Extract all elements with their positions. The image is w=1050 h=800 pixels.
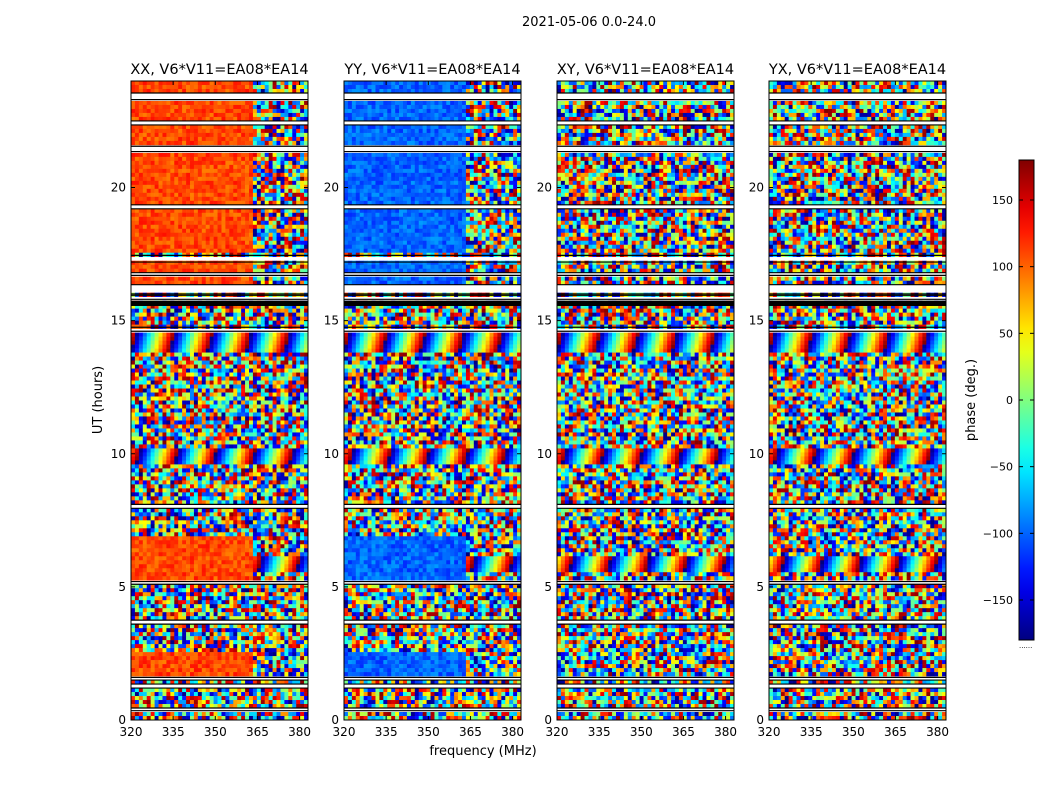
phase-heatmap xyxy=(131,81,308,720)
x-tick-label: 335 xyxy=(162,725,185,739)
panel-title: YX, V6*V11=EA08*EA14 xyxy=(768,62,946,78)
y-axis-label: UT (hours) xyxy=(91,366,106,434)
flagged-band xyxy=(344,300,521,306)
x-tick-label: 320 xyxy=(546,725,569,739)
colorbar-label: phase (deg.) xyxy=(964,359,979,441)
y-tick-label: 20 xyxy=(111,181,126,195)
y-tick-label: 15 xyxy=(537,314,552,328)
x-tick-label: 350 xyxy=(204,725,227,739)
x-tick-label: 365 xyxy=(459,725,482,739)
y-tick-label: 0 xyxy=(756,713,764,727)
x-tick-label: 380 xyxy=(714,725,737,739)
x-tick-label: 320 xyxy=(758,725,781,739)
panel-frame xyxy=(768,80,947,721)
x-tick-label: 365 xyxy=(672,725,695,739)
y-tick-label: 10 xyxy=(324,447,339,461)
panel-title: XY, V6*V11=EA08*EA14 xyxy=(557,62,734,78)
figure-suptitle: 2021-05-06 0.0-24.0 xyxy=(522,15,656,30)
panel-yx: YX, V6*V11=EA08*EA14 320 335 350 365 380 0 5 10 1… xyxy=(749,62,949,739)
panel-frame xyxy=(130,80,309,721)
y-tick-label: 20 xyxy=(324,181,339,195)
x-tick-label: 320 xyxy=(120,725,143,739)
x-tick-label: 350 xyxy=(417,725,440,739)
x-tick-label: 350 xyxy=(842,725,865,739)
y-tick-label: 5 xyxy=(544,580,552,594)
y-tick-label: 0 xyxy=(544,713,552,727)
x-tick-label: 365 xyxy=(884,725,907,739)
y-tick-label: 10 xyxy=(537,447,552,461)
colorbar-tick-label: −100 xyxy=(983,527,1013,540)
x-axis-label: frequency (MHz) xyxy=(429,744,536,759)
colorbar-tick-label: 50 xyxy=(999,327,1013,340)
panel-yy: YY, V6*V11=EA08*EA14 320 335 350 365 380 0 5 10 1… xyxy=(324,62,524,739)
panel-frame xyxy=(556,80,735,721)
phase-heatmap xyxy=(557,81,734,720)
flagged-band xyxy=(769,300,946,306)
colorbar-under-note: ...... xyxy=(1019,642,1032,650)
y-tick-label: 5 xyxy=(331,580,339,594)
y-tick-label: 5 xyxy=(756,580,764,594)
y-tick-label: 0 xyxy=(118,713,126,727)
x-tick-label: 335 xyxy=(800,725,823,739)
x-tick-label: 380 xyxy=(501,725,524,739)
y-tick-label: 0 xyxy=(331,713,339,727)
y-tick-label: 10 xyxy=(749,447,764,461)
x-tick-label: 365 xyxy=(246,725,269,739)
flagged-band xyxy=(557,300,734,306)
phase-heatmap xyxy=(344,81,521,720)
y-tick-label: 15 xyxy=(749,314,764,328)
x-tick-label: 380 xyxy=(288,725,311,739)
phase-heatmap xyxy=(769,81,946,720)
x-tick-label: 350 xyxy=(630,725,653,739)
panel-title: XX, V6*V11=EA08*EA14 xyxy=(130,62,308,78)
colorbar-tick-label: 150 xyxy=(992,194,1013,207)
y-tick-label: 5 xyxy=(118,580,126,594)
x-tick-label: 335 xyxy=(375,725,398,739)
panel-xy: XY, V6*V11=EA08*EA14 320 335 350 365 380 0 5 10 1… xyxy=(537,62,737,739)
colorbar-tick-label: −50 xyxy=(990,461,1013,474)
y-tick-label: 20 xyxy=(537,181,552,195)
x-tick-label: 320 xyxy=(333,725,356,739)
colorbar-tick-label: −150 xyxy=(983,594,1013,607)
y-tick-label: 10 xyxy=(111,447,126,461)
colorbar: −150 −100 −50 0 50 100 150...... xyxy=(983,159,1035,650)
panel-group: XX, V6*V11=EA08*EA14 320 335 350 365 380 0 5 10 1… xyxy=(111,62,949,739)
x-tick-label: 380 xyxy=(926,725,949,739)
y-tick-label: 15 xyxy=(111,314,126,328)
panel-xx: XX, V6*V11=EA08*EA14 320 335 350 365 380 0 5 10 1… xyxy=(111,62,311,739)
flagged-band xyxy=(131,300,308,306)
y-tick-label: 20 xyxy=(749,181,764,195)
colorbar-tick-label: 0 xyxy=(1006,394,1013,407)
colorbar-tick-label: 100 xyxy=(992,261,1013,274)
x-tick-label: 335 xyxy=(588,725,611,739)
panel-frame xyxy=(343,80,522,721)
y-tick-label: 15 xyxy=(324,314,339,328)
panel-title: YY, V6*V11=EA08*EA14 xyxy=(343,62,520,78)
